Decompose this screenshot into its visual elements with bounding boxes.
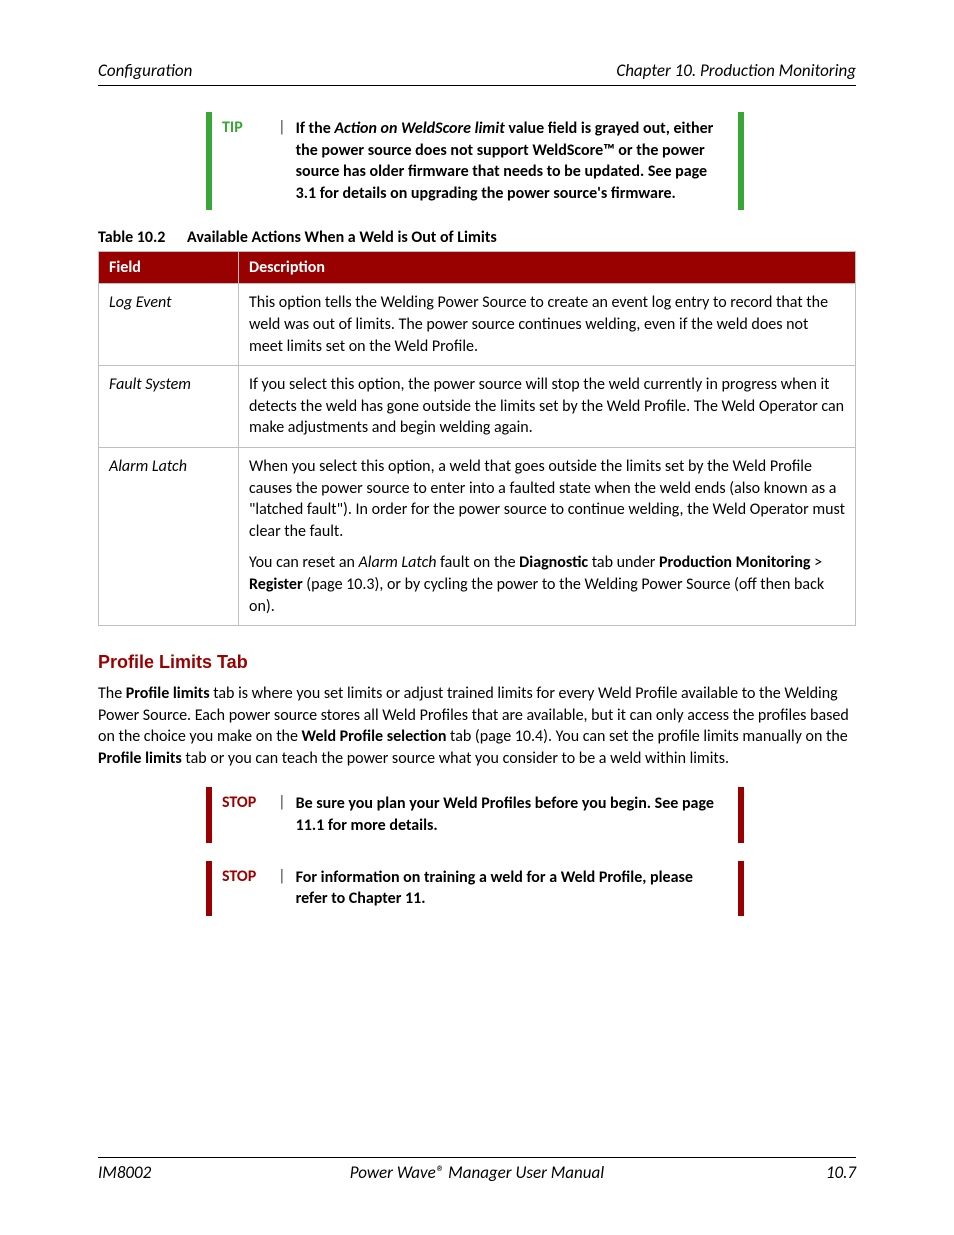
table-title: Available Actions When a Weld is Out of … (187, 228, 497, 247)
stop-callout-1: STOP | Be sure you plan your Weld Profil… (206, 787, 744, 842)
description-cell: If you select this option, the power sou… (239, 366, 856, 448)
description-cell: This option tells the Welding Power Sour… (239, 284, 856, 366)
stop-body: For information on training a weld for a… (296, 867, 724, 910)
section-body: The Profile limits tab is where you set … (98, 683, 856, 769)
table-row: Log Event This option tells the Welding … (99, 284, 856, 366)
table-header-field: Field (99, 252, 239, 284)
stop-callout-2: STOP | For information on training a wel… (206, 861, 744, 916)
table-number: Table 10.2 (98, 228, 165, 247)
tip-body: If the Action on WeldScore limit value f… (296, 118, 724, 204)
stop-label: STOP (222, 793, 278, 836)
section-heading: Profile Limits Tab (98, 652, 856, 673)
stop-separator: | (278, 867, 286, 910)
field-cell: Fault System (99, 366, 239, 448)
limits-table: Field Description Log Event This option … (98, 251, 856, 626)
page-footer: IM8002 Power Wave® Manager User Manual 1… (98, 1157, 856, 1183)
header-right: Chapter 10. Production Monitoring (616, 60, 856, 81)
field-cell: Alarm Latch (99, 447, 239, 625)
tip-callout: TIP | If the Action on WeldScore limit v… (206, 112, 744, 210)
stop-separator: | (278, 793, 286, 836)
table-row: Fault System If you select this option, … (99, 366, 856, 448)
stop-body: Be sure you plan your Weld Profiles befo… (296, 793, 724, 836)
header-left: Configuration (98, 60, 192, 81)
tip-label: TIP (222, 118, 278, 204)
page: Configuration Chapter 10. Production Mon… (0, 0, 954, 1235)
stop-label: STOP (222, 867, 278, 910)
field-cell: Log Event (99, 284, 239, 366)
page-header: Configuration Chapter 10. Production Mon… (98, 60, 856, 86)
table-caption: Table 10.2 Available Actions When a Weld… (98, 228, 856, 247)
table-row: Alarm Latch When you select this option,… (99, 447, 856, 625)
tip-separator: | (278, 118, 286, 204)
description-cell: When you select this option, a weld that… (239, 447, 856, 625)
footer-center: Power Wave® Manager User Manual (98, 1162, 856, 1183)
table-header-description: Description (239, 252, 856, 284)
